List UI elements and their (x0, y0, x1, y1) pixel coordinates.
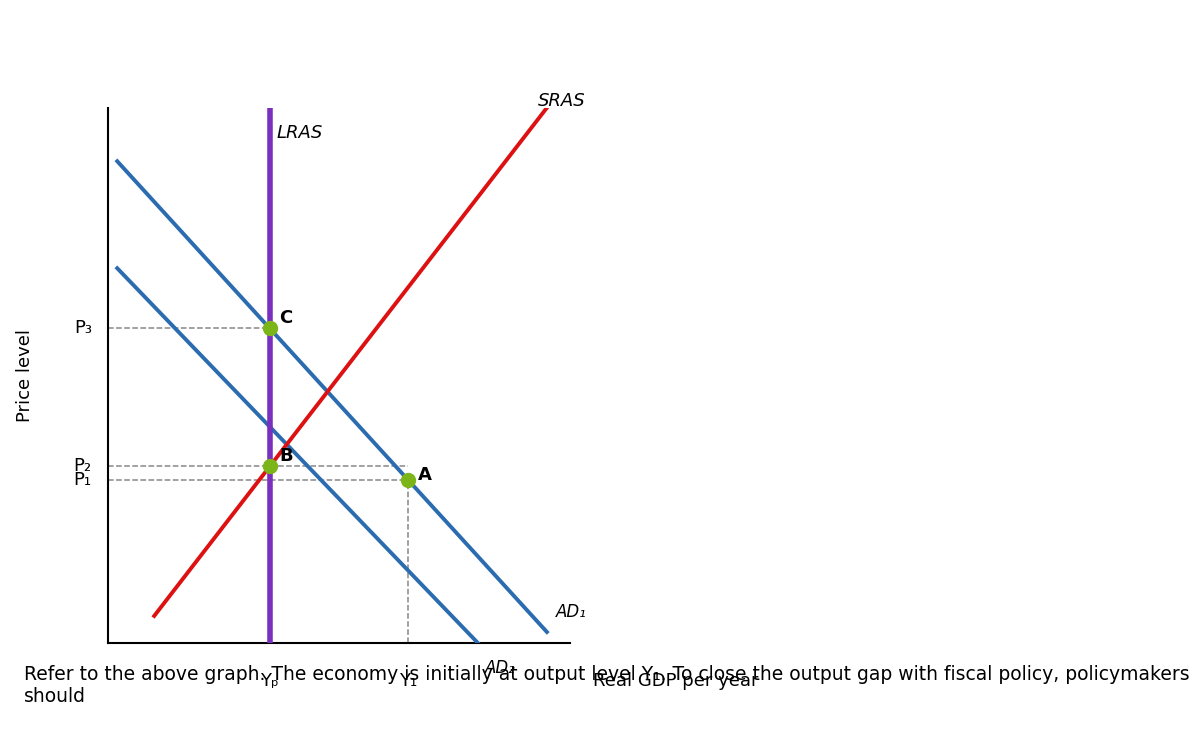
Text: Price level: Price level (16, 328, 34, 422)
Text: AD₂: AD₂ (485, 659, 515, 677)
Text: Refer to the above graph. The economy is initially at output level Y₁. To close : Refer to the above graph. The economy is… (24, 665, 1189, 706)
Text: Y₁: Y₁ (400, 672, 418, 690)
Text: A: A (418, 466, 432, 484)
Text: P₂: P₂ (73, 458, 92, 476)
Text: Real GDP per year: Real GDP per year (593, 672, 758, 690)
Text: SRAS: SRAS (538, 91, 586, 110)
Point (260, 461, 280, 473)
Text: Yₚ: Yₚ (260, 672, 280, 690)
Text: P₁: P₁ (73, 471, 92, 489)
Point (398, 474, 418, 486)
Point (260, 322, 280, 334)
Text: B: B (278, 447, 293, 465)
Text: C: C (278, 309, 292, 327)
Text: LRAS: LRAS (277, 124, 323, 142)
Text: P₃: P₃ (74, 319, 92, 337)
Text: AD₁: AD₁ (556, 603, 587, 621)
